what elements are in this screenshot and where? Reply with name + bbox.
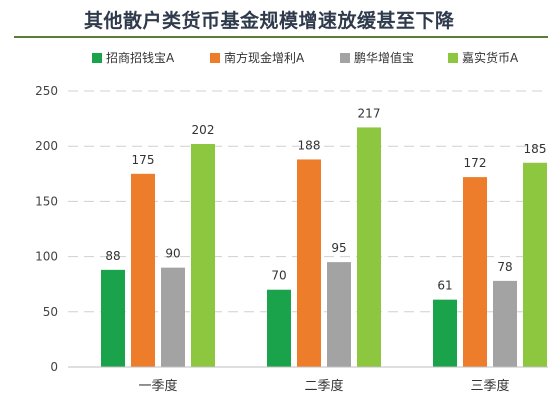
data-label: 175 — [132, 153, 155, 167]
bars: 88 175 90 202 70 188 95 217 61 172 78 185 — [101, 106, 547, 367]
bar — [191, 143, 215, 367]
title-bar: 其他散户类货币基金规模增速放缓甚至下降 — [14, 0, 548, 38]
bar — [327, 262, 351, 367]
legend: 招商招钱宝A 南方现金增利A 鹏华增值宝 嘉实货币A — [92, 50, 519, 65]
bar — [131, 173, 155, 367]
x-tick-label: 一季度 — [138, 378, 177, 394]
bar — [297, 159, 321, 367]
legend-label: 鹏华增值宝 — [354, 50, 414, 65]
legend-swatch — [92, 53, 102, 63]
chart-title: 其他散户类货币基金规模增速放缓甚至下降 — [84, 10, 455, 32]
bar — [267, 289, 291, 367]
y-tick-label: 100 — [35, 250, 58, 264]
bar — [493, 280, 517, 367]
data-label: 217 — [358, 106, 381, 120]
data-label: 61 — [437, 279, 452, 293]
data-label: 202 — [192, 123, 215, 137]
y-tick-label: 200 — [35, 139, 58, 153]
legend-label: 南方现金增利A — [224, 50, 305, 65]
data-label: 70 — [271, 269, 286, 283]
bar — [101, 269, 125, 367]
legend-label: 招商招钱宝A — [106, 50, 175, 65]
y-tick-label: 0 — [50, 360, 58, 374]
bar — [523, 162, 547, 367]
legend-swatch — [448, 53, 458, 63]
data-label: 172 — [464, 156, 487, 170]
bar — [161, 267, 185, 367]
x-tick-label: 三季度 — [470, 378, 509, 394]
x-tick-label: 二季度 — [304, 378, 343, 394]
data-label: 185 — [524, 142, 547, 156]
bar — [463, 177, 487, 367]
y-tick-label: 50 — [43, 305, 58, 319]
y-tick-label: 250 — [35, 84, 58, 98]
data-label: 90 — [165, 247, 180, 261]
bar — [433, 299, 457, 367]
x-axis: 一季度 二季度 三季度 — [68, 366, 548, 394]
y-axis: 0 50 100 150 200 250 — [35, 84, 58, 374]
y-tick-label: 150 — [35, 194, 58, 208]
legend-swatch — [210, 53, 220, 63]
legend-swatch — [340, 53, 350, 63]
data-label: 78 — [497, 260, 512, 274]
bar — [357, 127, 381, 367]
data-label: 88 — [105, 249, 120, 263]
legend-label: 嘉实货币A — [462, 50, 519, 65]
data-label: 188 — [298, 138, 321, 152]
data-label: 95 — [331, 241, 346, 255]
